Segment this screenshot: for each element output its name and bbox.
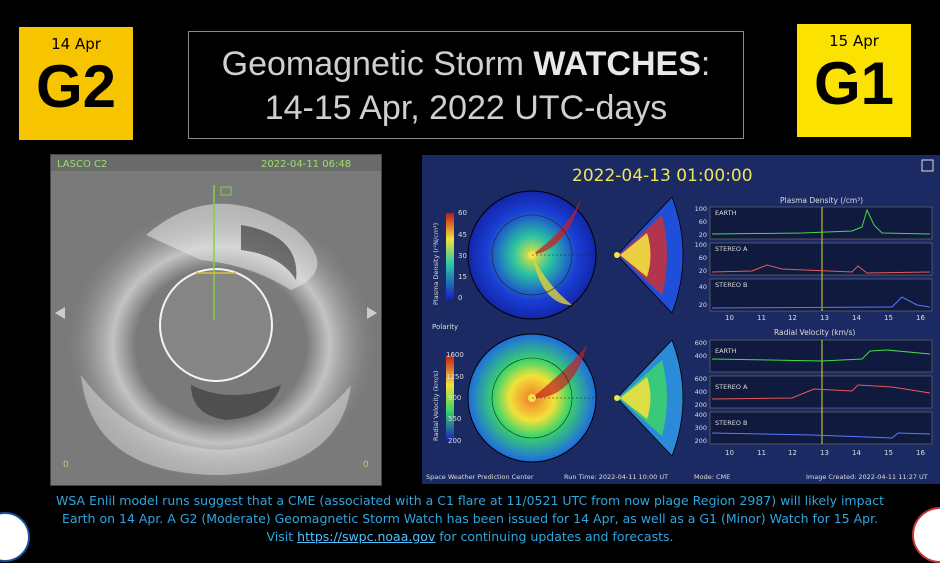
panel-label-earth: EARTH: [715, 209, 737, 217]
x-tick: 10: [725, 314, 734, 322]
page-title: Geomagnetic Storm WATCHES: 14-15 Apr, 20…: [188, 31, 744, 139]
x-tick: 14: [852, 449, 861, 457]
velocity-panel-title: Radial Velocity (km/s): [774, 328, 855, 337]
x-tick: 11: [757, 449, 766, 457]
velocity-tick: 1600: [446, 351, 464, 359]
density-y-tick: 20: [699, 267, 707, 275]
velocity-axis-label: Radial Velocity (km/s): [432, 371, 440, 441]
panel-label-stereo-b: STEREO B: [715, 281, 747, 289]
enlil-timestamp: 2022-04-13 01:00:00: [572, 166, 753, 186]
title-line1-suffix: :: [700, 45, 711, 83]
x-tick: 14: [852, 314, 861, 322]
velocity-tick: 1250: [446, 373, 464, 381]
density-axis-label: Plasma Density (r²N/cm³): [432, 223, 440, 305]
g2-badge: 14 Apr G2: [19, 27, 133, 140]
caption-line1: WSA Enlil model runs suggest that a CME …: [56, 493, 884, 508]
velocity-y-tick: 400: [695, 411, 707, 419]
velocity-tick: 900: [448, 394, 461, 402]
velocity-y-tick: 200: [695, 437, 707, 445]
panel-label-stereo-a: STEREO A: [715, 245, 748, 253]
density-tick: 0: [458, 294, 462, 302]
lasco-timestamp: 2022-04-11 06:48: [261, 159, 351, 170]
g1-badge-level: G1: [813, 50, 895, 117]
x-tick: 15: [884, 449, 893, 457]
caption: WSA Enlil model runs suggest that a CME …: [40, 492, 900, 546]
footer-created: Image Created: 2022-04-11 11:27 UT: [806, 473, 928, 481]
velocity-y-tick: 200: [695, 401, 707, 409]
noaa-logo: [0, 512, 30, 562]
lasco-c2-image: LASCO C2 2022-04-11 06:48 0 0: [50, 154, 382, 486]
title-line1-prefix: Geomagnetic Storm: [221, 45, 534, 83]
lasco-svg: LASCO C2 2022-04-11 06:48 0 0: [51, 155, 381, 485]
density-y-tick: 100: [695, 241, 707, 249]
footer-mode: Mode: CME: [694, 473, 730, 481]
x-tick: 10: [725, 449, 734, 457]
caption-line2: Earth on 14 Apr. A G2 (Moderate) Geomagn…: [61, 511, 879, 526]
density-panels: EARTH STEREO A STEREO B 100 60 20 100 60…: [695, 205, 933, 322]
velocity-panels: EARTH STEREO A STEREO B 600 400 600 400 …: [695, 339, 933, 457]
velocity-label-stereo-b: STEREO B: [715, 419, 747, 427]
g2-badge-level: G2: [35, 53, 117, 120]
density-tick: 30: [458, 252, 467, 260]
velocity-y-tick: 600: [695, 375, 707, 383]
g1-badge: 15 Apr G1: [797, 24, 911, 137]
lasco-corner-right: 0: [363, 460, 369, 470]
velocity-y-tick: 600: [695, 339, 707, 347]
title-line2: 14-15 Apr, 2022 UTC-days: [264, 89, 668, 127]
density-y-tick: 60: [699, 218, 707, 226]
density-y-tick: 20: [699, 231, 707, 239]
density-panel-title: Plasma Density (/cm³): [780, 196, 863, 205]
x-tick: 11: [757, 314, 766, 322]
enlil-svg: 2022-04-13 01:00:00 60 45 30 15 0 Plasma…: [422, 155, 940, 484]
density-y-tick: 100: [695, 205, 707, 213]
velocity-label-stereo-a: STEREO A: [715, 383, 748, 391]
velocity-y-tick: 400: [695, 352, 707, 360]
density-y-tick: 40: [699, 283, 707, 291]
lasco-corner-left: 0: [63, 460, 69, 470]
polarity-label: Polarity: [432, 323, 458, 331]
density-y-tick: 60: [699, 254, 707, 262]
velocity-label-earth: EARTH: [715, 347, 737, 355]
velocity-tick: 200: [448, 437, 461, 445]
nws-logo: [912, 507, 940, 563]
density-tick: 60: [458, 209, 467, 217]
swpc-link[interactable]: https://swpc.noaa.gov: [297, 529, 436, 544]
footer-run: Run Time: 2022-04-11 10:00 UT: [564, 473, 668, 481]
title-line1-bold: WATCHES: [533, 45, 701, 83]
footer-center: Space Weather Prediction Center: [426, 473, 534, 481]
x-tick: 12: [788, 314, 797, 322]
x-tick: 16: [916, 449, 925, 457]
x-tick: 13: [820, 449, 829, 457]
density-tick: 15: [458, 273, 467, 281]
x-tick: 12: [788, 449, 797, 457]
velocity-colorbar: [446, 355, 454, 441]
x-tick: 16: [916, 314, 925, 322]
caption-line3-prefix: Visit: [266, 529, 298, 544]
velocity-y-tick: 400: [695, 388, 707, 396]
x-tick: 15: [884, 314, 893, 322]
expand-icon[interactable]: [921, 159, 934, 172]
density-colorbar: [446, 213, 454, 299]
enlil-model-panel: 2022-04-13 01:00:00 60 45 30 15 0 Plasma…: [422, 155, 940, 484]
density-tick: 45: [458, 231, 467, 239]
velocity-tick: 550: [448, 415, 461, 423]
g2-badge-date: 14 Apr: [51, 35, 101, 53]
velocity-y-tick: 300: [695, 424, 707, 432]
g1-badge-date: 15 Apr: [829, 32, 879, 50]
x-tick: 13: [820, 314, 829, 322]
caption-line3-suffix: for continuing updates and forecasts.: [435, 529, 674, 544]
lasco-label: LASCO C2: [57, 159, 107, 170]
density-y-tick: 20: [699, 301, 707, 309]
